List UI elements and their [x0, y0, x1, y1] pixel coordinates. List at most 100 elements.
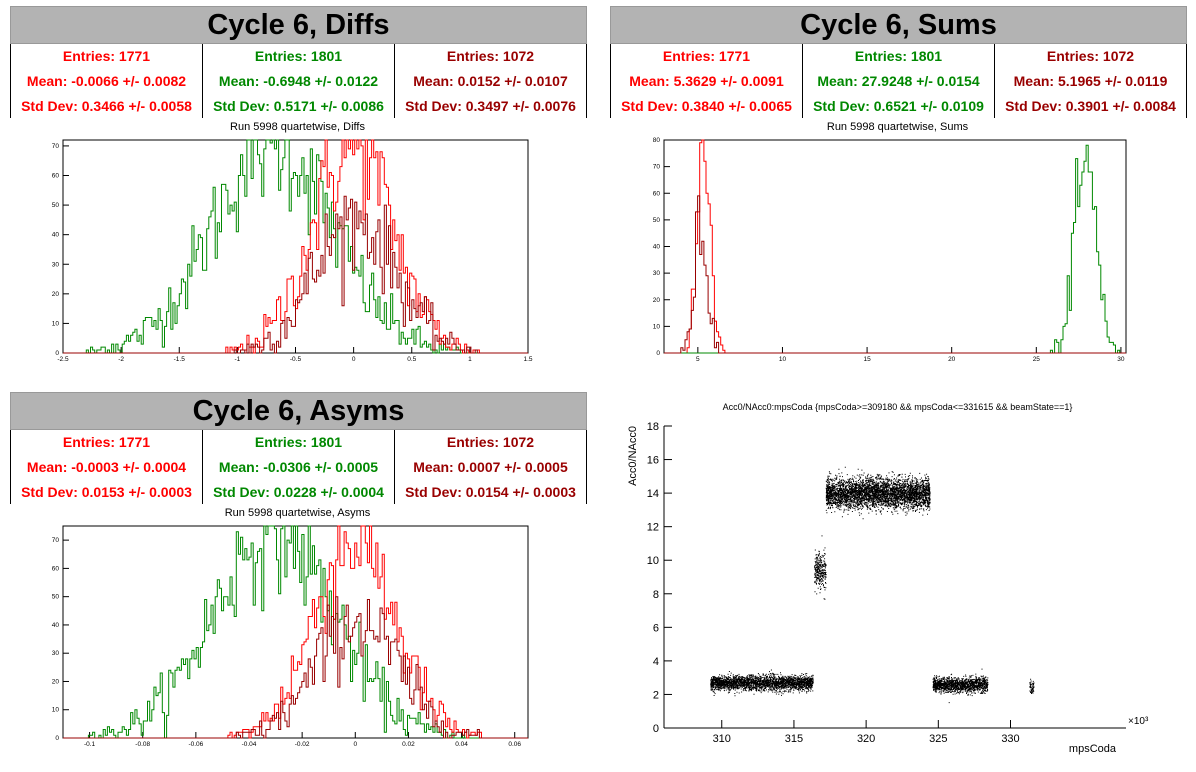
x-tick-label: -0.02	[295, 741, 310, 748]
mean-label: Mean: -0.0003 +/- 0.0004	[26, 458, 187, 475]
y-tick-label: 8	[653, 589, 659, 601]
y-tick-label: 2	[653, 689, 659, 701]
y-tick-label: 70	[52, 143, 60, 150]
asyms-subtitle: Run 5998 quartetwise, Asyms	[224, 507, 371, 519]
y-tick-label: 60	[52, 173, 60, 180]
y-tick-label: 80	[653, 137, 661, 144]
y-tick-label: 30	[52, 650, 60, 657]
y-tick-label: 10	[653, 323, 661, 330]
histogram-series	[63, 525, 528, 739]
y-tick-label: 20	[52, 291, 60, 298]
stats-column: Entries: 1801 Mean: -0.0306 +/- 0.0005 Std…	[202, 430, 394, 504]
mean-label: Mean: -0.0066 +/- 0.0082	[26, 72, 187, 89]
y-tick-label: 60	[653, 190, 661, 197]
entries-label: Entries: 1801	[854, 48, 943, 65]
diffs-subtitle: Run 5998 quartetwise, Diffs	[230, 121, 365, 133]
x-tick-label: 0.5	[407, 356, 416, 363]
x-tick-label: 0.02	[402, 741, 415, 748]
mean-label: Mean: 0.0152 +/- 0.0107	[413, 72, 568, 89]
y-tick-label: 40	[653, 244, 661, 251]
x-tick-label: -0.06	[188, 741, 203, 748]
asyms-title: Cycle 6, Asyms	[10, 392, 587, 430]
std-label: Std Dev: 0.3901 +/- 0.0084	[1005, 97, 1176, 114]
y-tick-label: 70	[653, 164, 661, 171]
x-tick-label: -2	[118, 356, 124, 363]
x-tick-label: 0.06	[508, 741, 521, 748]
x-multiplier-label: ×10³	[1128, 716, 1149, 727]
histogram-0: -2.5 -2 -1.5 -1 -0.5 0 0.5 1 1.5 0 10 20 30 40 50 60 70	[52, 139, 533, 363]
y-tick-label: 70	[52, 537, 60, 544]
y-tick-label: 16	[647, 455, 659, 467]
y-tick-label: 50	[52, 202, 60, 209]
stats-column: Entries: 1771 Mean: -0.0066 +/- 0.0082 Std…	[11, 44, 202, 118]
histogram-series	[664, 144, 1126, 354]
histogram-2: -0.1 -0.08 -0.06 -0.04 -0.02 0 0.02 0.04 0.06 0 10…	[52, 525, 529, 748]
plot-frame	[663, 139, 1127, 354]
entries-label: Entries: 1771	[662, 48, 751, 65]
x-tick-label: 0	[353, 741, 357, 748]
y-tick-label: 18	[647, 421, 659, 433]
x-tick-label: 330	[1001, 733, 1019, 745]
mean-label: Mean: -0.6948 +/- 0.0122	[218, 72, 379, 89]
x-tick-label: 10	[779, 356, 787, 363]
x-tick-label: -1.5	[174, 356, 186, 363]
x-tick-label: -0.5	[290, 356, 302, 363]
stats-column: Entries: 1072 Mean: 0.0007 +/- 0.0005 Std …	[394, 430, 586, 504]
x-tick-label: 0.04	[455, 741, 468, 748]
y-tick-label: 6	[653, 622, 659, 634]
std-label: Std Dev: 0.5171 +/- 0.0086	[213, 97, 384, 114]
scatter-plot: 310 315 320 325 330 0 2 4 6 8 10 12 14 16 18 ×10³ mpsCod…	[627, 421, 1149, 755]
stats-column: Entries: 1801 Mean: 27.9248 +/- 0.0154 Std…	[802, 44, 994, 118]
entries-label: Entries: 1072	[1046, 48, 1135, 65]
y-tick-label: 10	[52, 320, 60, 327]
x-tick-label: 0	[352, 356, 356, 363]
diffs-title: Cycle 6, Diffs	[10, 6, 587, 44]
mean-label: Mean: 5.1965 +/- 0.0119	[1013, 72, 1168, 89]
histogram-series	[664, 139, 1126, 354]
asyms-stats-box: Entries: 1771 Mean: -0.0003 +/- 0.0004 Std…	[10, 430, 587, 504]
x-tick-label: 5	[696, 356, 700, 363]
y-tick-label: 40	[52, 622, 60, 629]
y-tick-label: 40	[52, 232, 60, 239]
histogram-series	[664, 195, 1126, 354]
x-tick-label: 25	[1033, 356, 1041, 363]
stats-column: Entries: 1771 Mean: -0.0003 +/- 0.0004 Std…	[11, 430, 202, 504]
mean-label: Mean: 5.3629 +/- 0.0091	[629, 72, 784, 89]
y-tick-label: 50	[52, 594, 60, 601]
y-axis-label: Acc0/NAcc0	[627, 426, 639, 486]
y-tick-label: 30	[653, 270, 661, 277]
scatter-points	[710, 466, 1035, 704]
entries-label: Entries: 1072	[446, 434, 535, 451]
y-tick-label: 12	[647, 522, 659, 534]
entries-label: Entries: 1771	[62, 48, 151, 65]
x-tick-label: -0.1	[84, 741, 96, 748]
sums-subtitle: Run 5998 quartetwise, Sums	[826, 121, 969, 133]
diffs-stats-box: Entries: 1771 Mean: -0.0066 +/- 0.0082 Std…	[10, 44, 587, 118]
entries-label: Entries: 1801	[254, 434, 343, 451]
histogram-series	[63, 195, 528, 354]
stats-column: Entries: 1771 Mean: 5.3629 +/- 0.0091 Std …	[611, 44, 802, 118]
y-tick-label: 10	[647, 555, 659, 567]
x-tick-label: 20	[948, 356, 956, 363]
entries-label: Entries: 1801	[254, 48, 343, 65]
y-tick-label: 14	[647, 488, 659, 500]
stats-column: Entries: 1072 Mean: 5.1965 +/- 0.0119 Std …	[994, 44, 1186, 118]
y-tick-label: 20	[653, 297, 661, 304]
mean-label: Mean: 0.0007 +/- 0.0005	[413, 458, 568, 475]
mean-label: Mean: 27.9248 +/- 0.0154	[817, 72, 980, 89]
stats-column: Entries: 1801 Mean: -0.6948 +/- 0.0122 Std…	[202, 44, 394, 118]
y-tick-label: 10	[52, 707, 60, 714]
y-tick-label: 50	[653, 217, 661, 224]
x-tick-label: 1.5	[523, 356, 532, 363]
x-tick-label: -1	[234, 356, 240, 363]
scatter-title: Acc0/NAcc0:mpsCoda {mpsCoda>=309180 && m…	[722, 402, 1073, 412]
mean-label: Mean: -0.0306 +/- 0.0005	[218, 458, 379, 475]
stats-column: Entries: 1072 Mean: 0.0152 +/- 0.0107 Std …	[394, 44, 586, 118]
x-axis-label: mpsCoda	[1069, 743, 1117, 755]
y-tick-label: 0	[55, 735, 59, 742]
x-tick-label: 1	[468, 356, 472, 363]
x-tick-label: -0.04	[242, 741, 257, 748]
x-tick-label: 315	[785, 733, 803, 745]
std-label: Std Dev: 0.3497 +/- 0.0076	[405, 97, 576, 114]
y-tick-label: 20	[52, 678, 60, 685]
